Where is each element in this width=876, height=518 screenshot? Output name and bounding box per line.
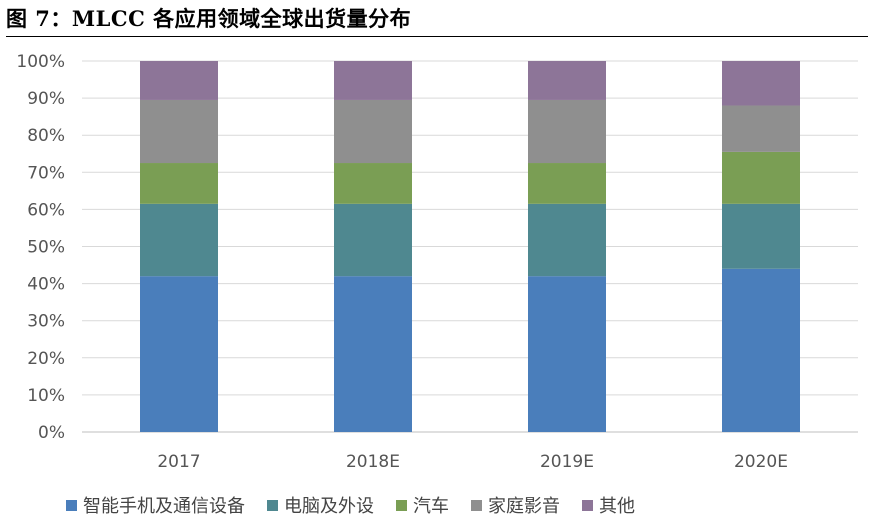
y-tick-label: 70%: [27, 163, 65, 183]
bar-segment: [334, 61, 412, 100]
x-tick-label: 2018E: [346, 452, 400, 472]
y-tick-label: 60%: [27, 200, 65, 220]
y-tick-label: 40%: [27, 275, 65, 295]
legend-label: 家庭影音: [488, 496, 560, 517]
bar-segment: [140, 276, 218, 432]
legend-swatch: [396, 499, 407, 511]
y-tick-label: 0%: [38, 423, 65, 443]
bar-segment: [140, 203, 218, 277]
y-tick-label: 90%: [27, 89, 65, 109]
title-divider: [6, 36, 868, 37]
bar-segment: [140, 163, 218, 204]
bar-segment: [140, 61, 218, 100]
legend-item: 家庭影音: [471, 492, 560, 518]
bar-segment: [334, 203, 412, 277]
bar-segment: [722, 268, 800, 432]
chart-legend: 智能手机及通信设备 电脑及外设 汽车 家庭影音 其他: [66, 492, 635, 518]
y-tick-label: 50%: [27, 238, 65, 258]
y-tick-label: 20%: [27, 349, 65, 369]
bar-segment: [334, 99, 412, 164]
bar-segment: [334, 163, 412, 204]
legend-label: 电脑及外设: [284, 496, 374, 517]
legend-swatch: [267, 499, 278, 511]
legend-item: 电脑及外设: [267, 492, 374, 518]
bar-segment: [722, 61, 800, 106]
bar-segment: [140, 99, 218, 164]
legend-item: 智能手机及通信设备: [66, 492, 245, 518]
x-tick-label: 2017: [157, 452, 200, 472]
stacked-bar-chart: 0% 10% 20% 30% 40% 50% 60% 70% 80% 90% 100% 2017 201…: [16, 52, 858, 472]
y-tick-label: 80%: [27, 126, 65, 146]
legend-swatch: [582, 499, 593, 511]
legend-label: 汽车: [413, 496, 449, 517]
bar-segment: [722, 151, 800, 204]
legend-item: 汽车: [396, 492, 449, 518]
legend-swatch: [66, 499, 77, 511]
bar-segment: [528, 276, 606, 432]
bar-segment: [528, 203, 606, 277]
legend-label: 其他: [599, 496, 635, 517]
bar-segment: [528, 61, 606, 100]
bar-segment: [528, 163, 606, 204]
x-tick-label: 2019E: [540, 452, 594, 472]
bar-segment: [722, 105, 800, 152]
x-tick-label: 2020E: [734, 452, 788, 472]
chart-title: 图 7：MLCC 各应用领域全球出货量分布: [6, 6, 412, 31]
bar-segment: [722, 203, 800, 269]
y-tick-label: 10%: [27, 386, 65, 406]
bar-segment: [528, 99, 606, 164]
legend-swatch: [471, 499, 482, 511]
bar-segment: [334, 276, 412, 432]
y-tick-label: 100%: [16, 52, 65, 72]
y-tick-label: 30%: [27, 312, 65, 332]
legend-label: 智能手机及通信设备: [83, 496, 245, 517]
legend-item: 其他: [582, 492, 635, 518]
